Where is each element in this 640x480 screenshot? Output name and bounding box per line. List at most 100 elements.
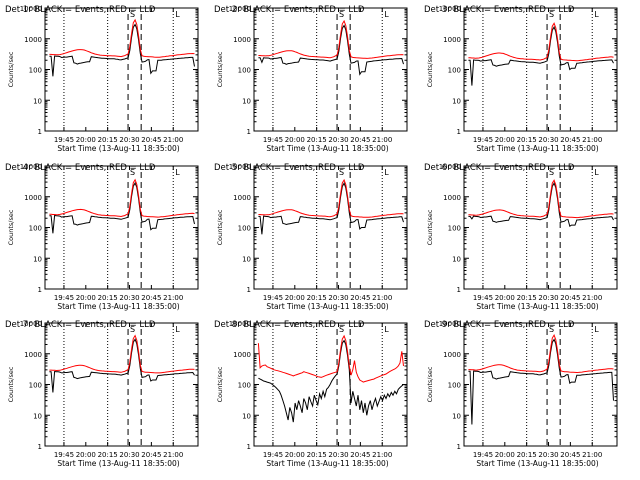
x-tick-label: 21:00 bbox=[163, 451, 183, 459]
y-axis-label: Counts/sec bbox=[7, 51, 15, 87]
x-tick-label: 21:00 bbox=[372, 451, 392, 459]
panel-title: Det 9r BLACK = Events, RED = LLD bbox=[424, 320, 575, 330]
marker-label-s: S bbox=[339, 168, 344, 177]
detector-panel-6: Det 6r BLACK = Events, RED = LLD 1 10 100 10… bbox=[424, 163, 618, 311]
lld-series-line bbox=[49, 334, 195, 374]
y-tick-label: 100 bbox=[29, 382, 42, 390]
x-axis-label: Start Time (13-Aug-11 18:35:00) bbox=[476, 459, 598, 468]
y-tick-label: 10000 bbox=[439, 5, 461, 13]
y-tick-label: 100 bbox=[238, 382, 251, 390]
detector-panel-4: Det 4r BLACK = Events, RED = LLD 1 10 100 10… bbox=[5, 163, 199, 311]
y-tick-label: 10000 bbox=[439, 320, 461, 328]
y-tick-label: 10 bbox=[33, 255, 42, 263]
panel-title: Det 4r BLACK = Events, RED = LLD bbox=[5, 163, 156, 173]
marker-label-l: L bbox=[175, 10, 180, 19]
lld-series-line bbox=[257, 334, 404, 383]
x-axis-label: Start Time (13-Aug-11 18:35:00) bbox=[57, 144, 179, 153]
x-tick-label: 20:00 bbox=[495, 294, 515, 302]
events-series-line bbox=[468, 338, 614, 425]
x-tick-label: 19:45 bbox=[473, 294, 493, 302]
x-tick-label: 20:30 bbox=[538, 136, 558, 144]
detector-panel-7: Det 7r BLACK = Events, RED = LLD 1 10 100 10… bbox=[5, 320, 199, 468]
marker-label-l: L bbox=[384, 10, 389, 19]
y-tick-label: 1000 bbox=[443, 194, 461, 202]
marker-label-s: S bbox=[130, 325, 135, 334]
events-series-line bbox=[468, 182, 614, 227]
marker-label-l: L bbox=[594, 325, 599, 334]
events-series-line bbox=[49, 181, 195, 234]
y-tick-label: 10 bbox=[242, 97, 251, 105]
x-tick-label: 20:15 bbox=[98, 451, 118, 459]
y-tick-label: 10000 bbox=[229, 163, 251, 171]
x-tick-label: 20:00 bbox=[495, 136, 515, 144]
x-tick-label: 20:30 bbox=[119, 451, 139, 459]
x-tick-label: 20:15 bbox=[307, 294, 327, 302]
y-tick-label: 1000 bbox=[24, 36, 42, 44]
y-tick-label: 1000 bbox=[24, 194, 42, 202]
y-tick-label: 100 bbox=[238, 225, 251, 233]
x-tick-label: 20:30 bbox=[119, 294, 139, 302]
marker-label-s: S bbox=[130, 168, 135, 177]
detector-panel-5: Det 5r BLACK = Events, RED = LLD 1 10 100 10… bbox=[214, 163, 408, 311]
y-tick-label: 100 bbox=[448, 225, 461, 233]
x-axis-label: Start Time (13-Aug-11 18:35:00) bbox=[266, 144, 388, 153]
x-tick-label: 19:45 bbox=[263, 136, 283, 144]
events-series-line bbox=[468, 25, 614, 86]
marker-label-l: L bbox=[384, 168, 389, 177]
y-tick-label: 1000 bbox=[443, 351, 461, 359]
x-tick-label: 20:30 bbox=[328, 136, 348, 144]
y-axis-label: Counts/sec bbox=[216, 51, 224, 87]
y-tick-label: 100 bbox=[448, 67, 461, 75]
lld-series-line bbox=[468, 22, 614, 62]
events-series-line bbox=[258, 339, 404, 423]
y-tick-label: 1000 bbox=[233, 36, 251, 44]
x-tick-label: 19:45 bbox=[263, 294, 283, 302]
x-tick-label: 21:00 bbox=[582, 451, 602, 459]
x-tick-label: 21:00 bbox=[163, 294, 183, 302]
x-tick-label: 20:45 bbox=[560, 294, 580, 302]
x-tick-label: 20:45 bbox=[560, 136, 580, 144]
x-tick-label: 19:45 bbox=[473, 136, 493, 144]
events-series-line bbox=[49, 23, 195, 77]
marker-label-s: S bbox=[339, 10, 344, 19]
panel-title: Det 2r BLACK = Events, RED = LLD bbox=[214, 5, 365, 15]
x-tick-label: 20:00 bbox=[285, 451, 305, 459]
x-axis-label: Start Time (13-Aug-11 18:35:00) bbox=[266, 302, 388, 311]
y-tick-label: 10000 bbox=[20, 163, 42, 171]
y-tick-label: 10 bbox=[452, 255, 461, 263]
plot-frame bbox=[463, 7, 618, 132]
x-tick-label: 20:15 bbox=[307, 451, 327, 459]
panel-title: Det 1r BLACK = Events, RED = LLD bbox=[5, 5, 156, 15]
y-tick-label: 10000 bbox=[439, 163, 461, 171]
y-tick-label: 1000 bbox=[443, 36, 461, 44]
marker-label-s: S bbox=[549, 10, 554, 19]
x-tick-label: 20:45 bbox=[141, 451, 161, 459]
detector-panel-8: Det 8r BLACK = Events, RED = LLD 1 10 100 10… bbox=[214, 320, 408, 468]
x-tick-label: 20:30 bbox=[119, 136, 139, 144]
y-axis-label: Counts/sec bbox=[216, 366, 224, 402]
lld-series-line bbox=[49, 178, 195, 218]
x-tick-label: 20:15 bbox=[98, 294, 118, 302]
x-tick-label: 19:45 bbox=[54, 136, 74, 144]
marker-label-l: L bbox=[175, 325, 180, 334]
y-tick-label: 10000 bbox=[229, 5, 251, 13]
panel-title: Det 5r BLACK = Events, RED = LLD bbox=[214, 163, 365, 173]
x-tick-label: 20:15 bbox=[517, 451, 537, 459]
events-series-line bbox=[258, 24, 404, 76]
x-axis-label: Start Time (13-Aug-11 18:35:00) bbox=[266, 459, 388, 468]
marker-label-s: S bbox=[549, 325, 554, 334]
y-tick-label: 1 bbox=[457, 128, 461, 136]
x-tick-label: 20:15 bbox=[307, 136, 327, 144]
y-tick-label: 10000 bbox=[20, 320, 42, 328]
y-tick-label: 10 bbox=[33, 97, 42, 105]
events-series-line bbox=[258, 181, 404, 235]
marker-label-s: S bbox=[549, 168, 554, 177]
y-tick-label: 10000 bbox=[229, 320, 251, 328]
y-axis-label: Counts/sec bbox=[7, 366, 15, 402]
y-tick-label: 1 bbox=[247, 128, 251, 136]
marker-label-l: L bbox=[594, 10, 599, 19]
panel-title: Det 8r BLACK = Events, RED = LLD bbox=[214, 320, 365, 330]
x-tick-label: 20:45 bbox=[141, 294, 161, 302]
marker-label-l: L bbox=[594, 168, 599, 177]
y-tick-label: 10 bbox=[452, 412, 461, 420]
